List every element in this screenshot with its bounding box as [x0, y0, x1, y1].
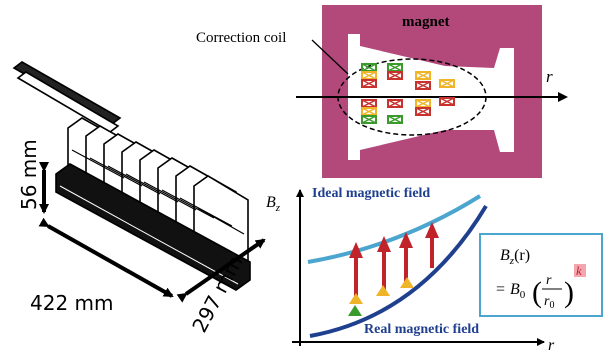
real-field-label: Real magnetic field [364, 322, 479, 337]
coil-element [361, 115, 377, 124]
formula-coefficient: B0 [510, 281, 526, 301]
chart-x-axis-label: r [548, 337, 555, 354]
coil-element [415, 81, 431, 90]
correction-arrow-2 [377, 236, 391, 292]
chart-y-axis-label: Bz [266, 194, 281, 214]
marker-triangle-yellow-1 [349, 293, 363, 304]
formula-numerator: r [546, 273, 552, 288]
coil-element [361, 79, 377, 88]
correction-coil-label: Correction coil [196, 30, 286, 46]
coil-leader-line [311, 39, 349, 75]
magnet-panel: magnet Correction coil r [196, 5, 568, 178]
formula-exponent: k [576, 263, 582, 278]
device-illustration: 56 mm 422 mm 297 mm [12, 61, 266, 336]
coil-element [439, 97, 455, 106]
marker-triangle-green [348, 305, 362, 316]
length-dimension-arrow [38, 217, 174, 298]
coil-element [387, 115, 403, 124]
formula-denominator: r0 [544, 294, 554, 311]
correction-arrow-3 [399, 232, 413, 282]
coil-element [439, 79, 455, 88]
correction-arrow-4 [425, 222, 439, 268]
magnet-title: magnet [402, 14, 450, 30]
coil-element [387, 99, 403, 108]
width-dimension-arrow [176, 238, 266, 303]
real-field-curve [309, 204, 488, 338]
ideal-field-curve [307, 194, 482, 264]
coil-element [415, 71, 431, 80]
marker-triangle-yellow-3 [400, 277, 414, 288]
height-dimension-label: 56 mm [17, 139, 41, 210]
formula-exponent-highlight [574, 264, 586, 277]
coil-element [387, 71, 403, 80]
coil-element [415, 107, 431, 116]
magnet-r-axis-label: r [546, 67, 553, 86]
correction-arrow-1 [349, 242, 363, 300]
device-plates [12, 61, 251, 291]
formula-right-paren: ) [564, 276, 574, 309]
formula-lhs: Bz(r) [500, 247, 530, 267]
field-chart: Bz r Ideal magnetic field Real magnetic … [266, 186, 603, 354]
coil-array [361, 63, 455, 124]
formula-left-paren: ( [532, 276, 542, 309]
marker-triangle-yellow-2 [376, 285, 390, 296]
length-dimension-label: 422 mm [30, 291, 114, 315]
formula-equals: = [496, 281, 505, 298]
device-hatching [71, 149, 245, 235]
ideal-field-label: Ideal magnetic field [312, 186, 430, 201]
